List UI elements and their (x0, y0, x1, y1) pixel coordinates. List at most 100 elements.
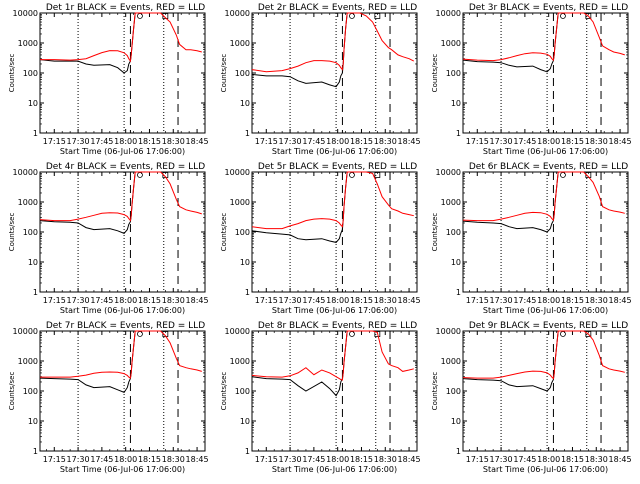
x-tick-label: 18:30 (374, 137, 397, 146)
x-tick-label: 18:45 (186, 455, 209, 464)
x-tick-label: 18:00 (326, 296, 349, 305)
top-marker-circle (560, 13, 566, 19)
series-lld-line (462, 330, 625, 380)
y-tick-label: 1 (33, 129, 38, 138)
x-axis-label: Start Time (06-Jul-06 17:06:00) (60, 306, 185, 315)
x-tick-label: 18:15 (350, 137, 373, 146)
x-tick-label: 17:15 (466, 455, 489, 464)
x-axis-label: Start Time (06-Jul-06 17:06:00) (483, 306, 608, 315)
x-tick-label: 18:00 (114, 137, 137, 146)
panel-7: Det 7r BLACK = Events, RED = LLD 1 10 100 10… (8, 321, 209, 474)
top-marker-square (585, 331, 592, 337)
top-marker-circle (560, 331, 566, 337)
x-tick-label: 18:00 (537, 455, 560, 464)
x-tick-label: 18:45 (609, 137, 632, 146)
panel-3: Det 3r BLACK = Events, RED = LLD 1 10 100 10… (431, 3, 632, 156)
panel-title: Det 3r BLACK = Events, RED = LLD (469, 3, 628, 13)
y-axis-label: Counts/sec (431, 372, 439, 411)
y-tick-label: 100 (446, 228, 461, 237)
x-tick-label: 17:15 (466, 137, 489, 146)
top-marker-circle (560, 172, 566, 178)
x-axis-label: Start Time (06-Jul-06 17:06:00) (483, 465, 608, 474)
series-lld-line (251, 171, 414, 230)
x-tick-label: 18:15 (138, 137, 161, 146)
x-tick-label: 18:00 (326, 137, 349, 146)
y-tick-label: 1 (456, 447, 461, 456)
top-marker-circle (137, 172, 143, 178)
x-tick-label: 17:45 (513, 137, 536, 146)
y-tick-label: 10000 (436, 168, 461, 177)
y-tick-label: 1000 (441, 198, 461, 207)
x-tick-label: 18:45 (609, 455, 632, 464)
panel-title: Det 1r BLACK = Events, RED = LLD (46, 3, 205, 13)
y-tick-label: 10000 (225, 168, 250, 177)
x-tick-label: 18:15 (350, 296, 373, 305)
panel-9: Det 9r BLACK = Events, RED = LLD 1 10 100 10… (431, 321, 632, 474)
x-tick-label: 17:45 (513, 455, 536, 464)
y-tick-label: 100 (23, 69, 38, 78)
y-tick-label: 10000 (436, 327, 461, 336)
x-tick-label: 18:15 (561, 137, 584, 146)
series-events-line (39, 12, 148, 74)
panel-4: Det 4r BLACK = Events, RED = LLD 1 10 100 10… (8, 162, 209, 315)
plot-frame (462, 171, 629, 293)
y-tick-label: 10000 (225, 9, 250, 18)
x-tick-label: 18:30 (374, 296, 397, 305)
y-axis-label: Counts/sec (220, 372, 228, 411)
x-tick-label: 18:15 (350, 455, 373, 464)
x-tick-label: 18:30 (585, 455, 608, 464)
plot-frame (462, 12, 629, 134)
series-lld-line (39, 171, 202, 222)
y-tick-label: 100 (446, 387, 461, 396)
panel-1: Det 1r BLACK = Events, RED = LLD 1 10 100 10… (8, 3, 209, 156)
top-marker-square (374, 172, 381, 178)
y-tick-label: 1 (456, 288, 461, 297)
x-tick-label: 18:00 (537, 137, 560, 146)
y-tick-label: 100 (235, 69, 250, 78)
x-tick-label: 18:30 (162, 296, 185, 305)
y-tick-label: 10 (240, 258, 250, 267)
x-tick-label: 17:15 (43, 137, 66, 146)
x-tick-label: 18:45 (398, 137, 421, 146)
y-tick-label: 10 (451, 99, 461, 108)
y-tick-label: 10 (451, 258, 461, 267)
top-marker-square (374, 13, 381, 19)
panel-title: Det 9r BLACK = Events, RED = LLD (469, 321, 628, 331)
panel-2: Det 2r BLACK = Events, RED = LLD 1 10 100 10… (220, 3, 421, 156)
top-marker-square (585, 13, 592, 19)
y-tick-label: 1 (245, 447, 250, 456)
top-marker-square (162, 13, 169, 19)
x-tick-label: 17:15 (255, 137, 278, 146)
plot-frame (39, 330, 206, 452)
panel-title: Det 6r BLACK = Events, RED = LLD (469, 162, 628, 172)
y-axis-label: Counts/sec (8, 213, 16, 252)
x-axis-label: Start Time (06-Jul-06 17:06:00) (272, 306, 397, 315)
y-tick-label: 10000 (225, 327, 250, 336)
y-tick-label: 10 (28, 417, 38, 426)
y-tick-label: 1000 (230, 39, 250, 48)
x-tick-label: 18:45 (186, 296, 209, 305)
x-tick-label: 17:30 (490, 296, 513, 305)
y-tick-label: 1000 (18, 357, 38, 366)
x-tick-label: 18:15 (561, 455, 584, 464)
y-tick-label: 10 (28, 99, 38, 108)
y-tick-label: 100 (446, 69, 461, 78)
y-axis-label: Counts/sec (8, 372, 16, 411)
y-tick-label: 100 (235, 228, 250, 237)
series-lld-line (251, 12, 415, 73)
x-tick-label: 17:15 (255, 455, 278, 464)
plot-frame (39, 171, 206, 293)
x-tick-label: 18:30 (585, 137, 608, 146)
panel-title: Det 8r BLACK = Events, RED = LLD (258, 321, 417, 331)
y-tick-label: 10 (28, 258, 38, 267)
x-axis-label: Start Time (06-Jul-06 17:06:00) (60, 147, 185, 156)
y-tick-label: 10 (451, 417, 461, 426)
x-tick-label: 17:15 (466, 296, 489, 305)
series-lld-line (462, 171, 625, 222)
top-marker-circle (137, 331, 143, 337)
plot-frame (462, 330, 629, 452)
y-tick-label: 1000 (441, 39, 461, 48)
x-tick-label: 18:30 (585, 296, 608, 305)
top-marker-square (585, 172, 592, 178)
